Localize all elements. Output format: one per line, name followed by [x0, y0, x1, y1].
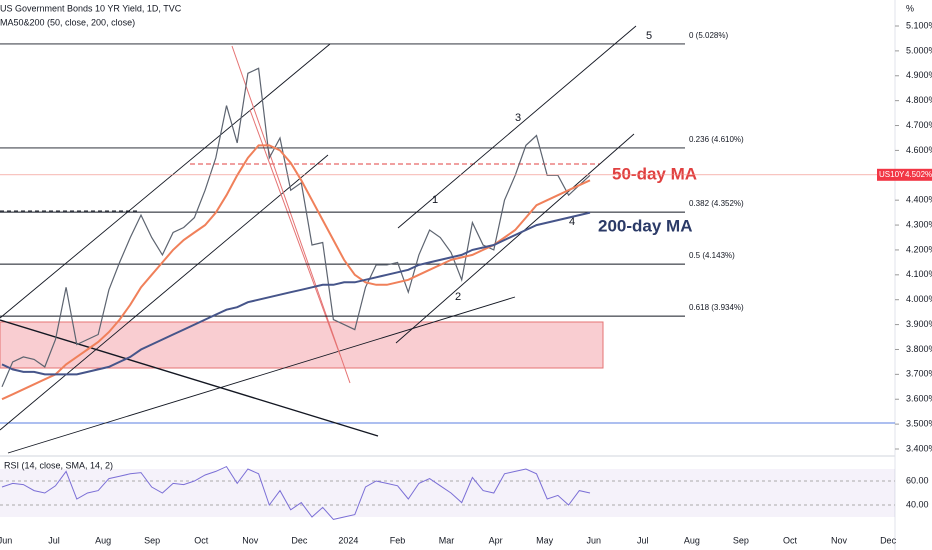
x-tick-label: May: [536, 535, 554, 545]
x-tick-label: Sep: [733, 535, 749, 545]
x-tick-label: Oct: [194, 535, 209, 545]
wave-label: 1: [432, 194, 438, 206]
down-channel: [249, 109, 341, 356]
x-tick-label: Nov: [242, 535, 259, 545]
y-tick-label: 3.400%: [906, 443, 932, 453]
x-tick-label: Aug: [95, 535, 111, 545]
y-tick-label: 4.400%: [906, 195, 932, 205]
y-tick-label: 3.700%: [906, 369, 932, 379]
rsi-tick-label: 60.00: [906, 475, 929, 485]
x-tick-label: Aug: [684, 535, 700, 545]
symbol-tag-label: US10Y: [879, 170, 905, 179]
chart-title: US Government Bonds 10 YR Yield, 1D, TVC: [0, 3, 182, 13]
fib-label: 0.236 (4.610%): [689, 135, 744, 144]
wave-label: 2: [455, 291, 461, 303]
rsi-band: [0, 469, 895, 517]
x-tick-label: Jul: [637, 535, 649, 545]
x-tick-label: Dec: [291, 535, 308, 545]
price-tag-label: 4.502%: [905, 170, 932, 179]
y-tick-label: 5.100%: [906, 20, 932, 30]
x-tick-label: Feb: [390, 535, 406, 545]
y-tick-label: 3.900%: [906, 319, 932, 329]
x-tick-label: Jun: [586, 535, 601, 545]
x-tick-label: Jun: [0, 535, 12, 545]
x-tick-label: Oct: [783, 535, 798, 545]
series-line: [1, 67, 591, 388]
x-tick-label: Apr: [489, 535, 503, 545]
y-tick-label: 4.900%: [906, 70, 932, 80]
x-tick-label: Nov: [831, 535, 848, 545]
x-tick-label: 2024: [338, 535, 358, 545]
y-tick-label: 4.700%: [906, 120, 932, 130]
y-tick-label: 4.100%: [906, 269, 932, 279]
rsi-tick-label: 40.00: [906, 499, 929, 509]
annotation: 200-day MA: [598, 216, 692, 235]
price-tag: [904, 168, 932, 181]
wave-label: 4: [569, 216, 575, 228]
rsi-title: RSI (14, close, SMA, 14, 2): [4, 460, 113, 470]
series-line: [1, 211, 591, 376]
y-tick-label: 4.300%: [906, 219, 932, 229]
y-tick-label: 3.600%: [906, 394, 932, 404]
fib-label: 0.618 (3.934%): [689, 303, 744, 312]
wave-label: 5: [646, 30, 652, 42]
trend-lines: [0, 25, 637, 454]
x-tick-label: Jul: [48, 535, 60, 545]
fib-label: 0.382 (4.352%): [689, 199, 744, 208]
rsi-line: [1, 465, 591, 520]
x-tick-label: Mar: [439, 535, 455, 545]
fib-label: 0.5 (4.143%): [689, 251, 735, 260]
y-tick-label: 4.800%: [906, 95, 932, 105]
wave-label: 3: [515, 112, 521, 124]
chart-subtitle: MA50&200 (50, close, 200, close): [0, 17, 135, 27]
y-tick-label: 4.200%: [906, 244, 932, 254]
demand-zone: [0, 321, 604, 369]
y-unit: %: [906, 3, 914, 13]
y-tick-label: 5.000%: [906, 45, 932, 55]
y-tick-label: 4.000%: [906, 294, 932, 304]
y-tick-label: 3.500%: [906, 418, 932, 428]
y-tick-label: 3.800%: [906, 344, 932, 354]
symbol-tag: [877, 168, 904, 181]
y-tick-label: 4.600%: [906, 145, 932, 155]
down-channel: [231, 45, 351, 384]
x-tick-label: Sep: [144, 535, 160, 545]
x-tick-label: Dec: [880, 535, 897, 545]
annotation: 50-day MA: [612, 164, 697, 183]
fib-label: 0 (5.028%): [689, 31, 728, 40]
